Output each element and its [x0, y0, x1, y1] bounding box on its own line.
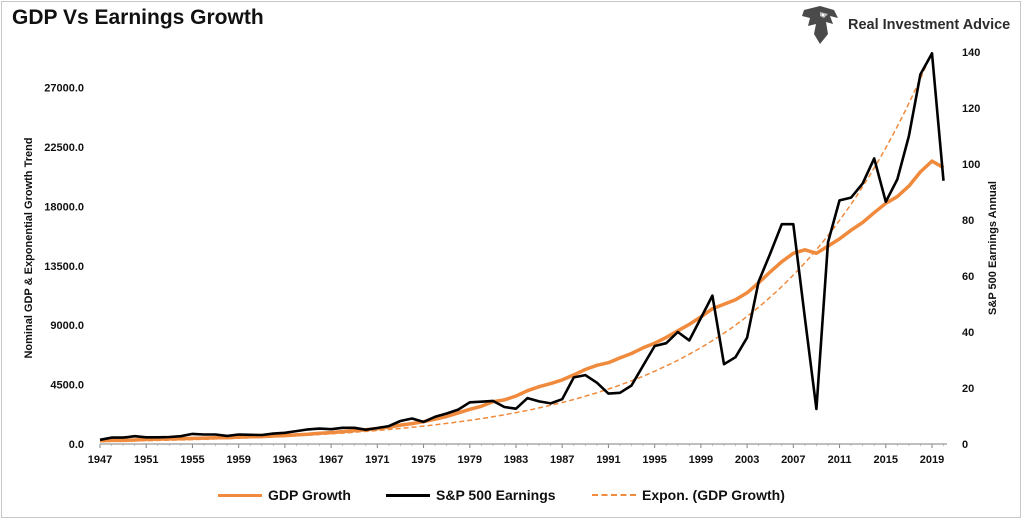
- legend-label-trend: Expon. (GDP Growth): [642, 487, 785, 503]
- series-line-trend: [99, 51, 933, 443]
- y-right-tick-label: 40: [962, 327, 974, 339]
- series-line-earnings: [99, 52, 945, 442]
- y-left-tick-label: 0.0: [69, 439, 84, 451]
- y-right-tick-label: 80: [962, 215, 974, 227]
- x-tick-label: 1947: [88, 454, 112, 466]
- legend-label-gdp: GDP Growth: [268, 487, 351, 503]
- x-tick-label: 1983: [504, 454, 528, 466]
- x-tick-label: 2003: [735, 454, 759, 466]
- legend-swatch-trend: [592, 494, 636, 496]
- x-tick-label: 1999: [689, 454, 713, 466]
- y-axis-left-label: Nominal GDP & Exponential Growth Trend: [23, 137, 35, 358]
- x-tick-label: 1959: [226, 454, 250, 466]
- x-tick-label: 1963: [273, 454, 297, 466]
- legend-swatch-earnings: [386, 493, 430, 497]
- legend-item-gdp: GDP Growth: [218, 484, 351, 506]
- x-tick-label: 1975: [411, 454, 435, 466]
- brand-logo: Real Investment Advice: [800, 4, 1010, 46]
- x-tick-label: 1995: [642, 454, 666, 466]
- x-tick-label: 1979: [458, 454, 482, 466]
- y-left-tick-label: 27000.0: [44, 83, 84, 95]
- x-tick-label: 2015: [874, 454, 898, 466]
- x-tick-label: 1971: [365, 454, 389, 466]
- brand-name: Real Investment Advice: [848, 17, 1011, 33]
- legend-label-earnings: S&P 500 Earnings: [436, 487, 556, 503]
- x-tick-label: 1987: [550, 454, 574, 466]
- x-tick-label: 2011: [828, 454, 852, 466]
- y-left-tick-label: 18000.0: [44, 201, 84, 213]
- eagle-icon: [802, 6, 838, 44]
- x-tick-label: 2019: [920, 454, 944, 466]
- y-right-tick-label: 60: [962, 271, 974, 283]
- legend-item-trend: Expon. (GDP Growth): [592, 484, 785, 506]
- chart-title: GDP Vs Earnings Growth: [12, 6, 264, 29]
- y-right-tick-label: 20: [962, 383, 974, 395]
- legend-swatch-gdp: [218, 493, 262, 497]
- y-right-tick-label: 100: [962, 159, 980, 171]
- legend-item-earnings: S&P 500 Earnings: [386, 484, 556, 506]
- y-left-tick-label: 13500.0: [44, 261, 84, 273]
- y-right-tick-label: 120: [962, 103, 980, 115]
- x-tick-label: 1991: [596, 454, 620, 466]
- x-tick-label: 2007: [781, 454, 805, 466]
- x-tick-label: 1951: [134, 454, 158, 466]
- y-left-tick-label: 22500.0: [44, 142, 84, 154]
- y-left-tick-label: 4500.0: [50, 380, 84, 392]
- chart-plot: 1947 1951 1955 1959 1963 1967 1971 1975 1979 1983…: [23, 47, 999, 466]
- x-tick-label: 1955: [180, 454, 204, 466]
- y-left-tick-label: 9000.0: [50, 320, 84, 332]
- series-line-gdp: [99, 159, 945, 443]
- y-axis-right-label: S&P 500 Earnings Annual: [987, 181, 999, 315]
- x-tick-label: 1967: [319, 454, 343, 466]
- y-right-tick-label: 0: [962, 439, 968, 451]
- chart-legend: GDP Growth S&P 500 Earnings Expon. (GDP …: [0, 484, 1024, 506]
- y-right-tick-label: 140: [962, 47, 980, 59]
